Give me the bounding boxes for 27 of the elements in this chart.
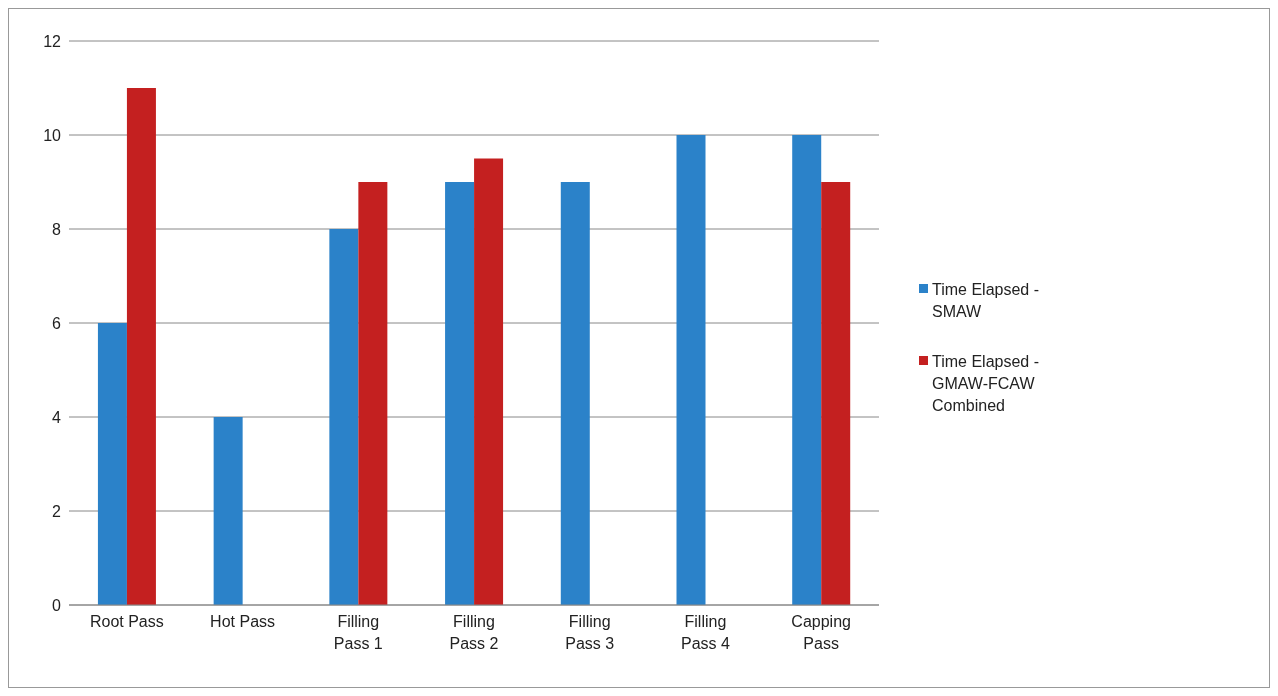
y-tick-label: 8 xyxy=(52,220,62,238)
y-tick-label: 12 xyxy=(43,32,62,50)
bar xyxy=(358,182,388,605)
bar xyxy=(821,182,851,605)
bar xyxy=(126,88,156,605)
bar xyxy=(474,158,504,605)
y-tick-label: 10 xyxy=(43,126,62,144)
x-tick-label: Root Pass xyxy=(89,613,164,630)
bar xyxy=(329,229,359,605)
x-tick-label: Filling Pass 3 xyxy=(565,613,615,652)
y-tick-label: 0 xyxy=(52,596,62,614)
bar xyxy=(97,323,127,605)
bar xyxy=(560,182,590,605)
x-tick-label: Capping Pass xyxy=(791,613,851,652)
y-tick-label: 2 xyxy=(52,502,62,520)
bar xyxy=(676,135,706,605)
bar xyxy=(792,135,822,605)
y-tick-label: 4 xyxy=(52,408,62,426)
x-tick-label: Filling Pass 2 xyxy=(449,613,499,652)
x-tick-label: Hot Pass xyxy=(210,613,276,630)
legend-label: Time Elapsed - SMAW xyxy=(932,280,1040,322)
bar xyxy=(213,417,243,605)
x-tick-label: Filling Pass 4 xyxy=(680,613,730,652)
legend-label: Time Elapsed - GMAW-FCAW Combined xyxy=(932,352,1040,416)
y-tick-label: 6 xyxy=(52,314,62,332)
x-tick-label: Filling Pass 1 xyxy=(333,613,383,652)
bar xyxy=(445,182,475,605)
